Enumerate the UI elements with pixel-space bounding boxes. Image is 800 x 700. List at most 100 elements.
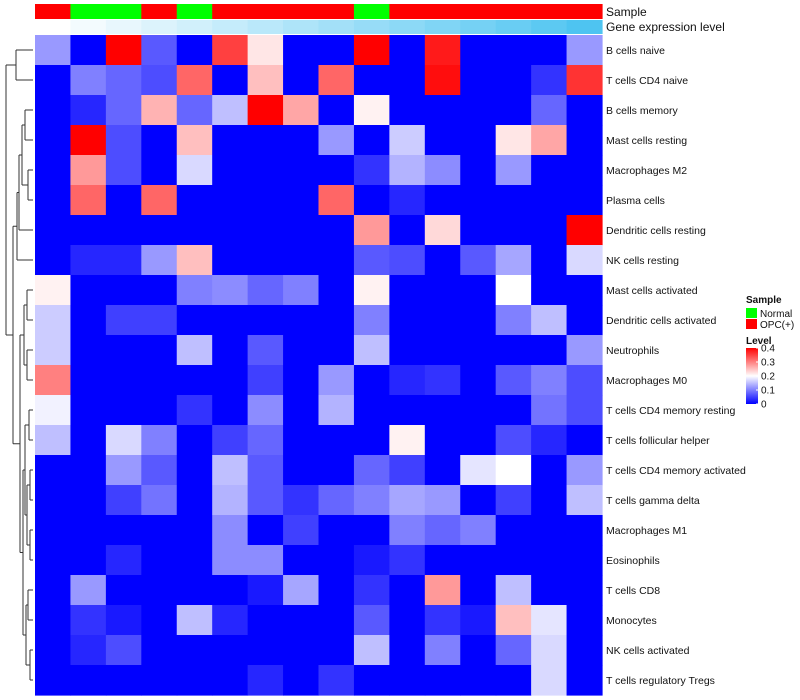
heatmap-cell — [389, 305, 426, 336]
heatmap-cell — [460, 335, 497, 366]
heatmap-cell — [495, 365, 532, 396]
heatmap-cell — [141, 335, 178, 366]
heatmap-cell — [566, 365, 603, 396]
column-annotation-bars — [35, 4, 603, 34]
heatmap-cell — [141, 305, 178, 336]
heatmap-cell — [353, 425, 390, 456]
heatmap-cell — [283, 365, 320, 396]
heatmap-cell — [353, 395, 390, 426]
row-dendrogram — [5, 49, 33, 681]
heatmap-cell — [35, 365, 72, 396]
heatmap-cell — [424, 575, 461, 606]
heatmap-cell — [353, 545, 390, 576]
sample-annotation-cell — [531, 4, 568, 19]
heatmap-cell — [424, 275, 461, 306]
heatmap-cell — [531, 305, 568, 336]
heatmap-cell — [531, 155, 568, 186]
heatmap-cell — [105, 275, 142, 306]
heatmap-cell — [566, 545, 603, 576]
heatmap-cell — [70, 125, 107, 156]
heatmap-cell — [247, 665, 284, 696]
row-label: Dendritic cells activated — [606, 315, 716, 327]
heatmap-cell — [531, 35, 568, 66]
heatmap-cell — [318, 605, 355, 636]
heatmap-cell — [460, 185, 497, 216]
heatmap-cell — [318, 95, 355, 126]
heatmap-cell — [531, 245, 568, 276]
heatmap-cell — [531, 455, 568, 486]
heatmap-cell — [389, 605, 426, 636]
heatmap-cell — [247, 245, 284, 276]
heatmap-cell — [353, 185, 390, 216]
heatmap-cell — [353, 215, 390, 246]
heatmap-cell — [566, 485, 603, 516]
heatmap-cell — [424, 425, 461, 456]
heatmap-cell — [35, 395, 72, 426]
heatmap-cell — [460, 305, 497, 336]
heatmap-cell — [247, 605, 284, 636]
heatmap-cell — [495, 95, 532, 126]
heatmap-cell — [105, 575, 142, 606]
heatmap-cell — [424, 395, 461, 426]
heatmap-cell — [176, 245, 213, 276]
heatmap-cell — [460, 545, 497, 576]
legend-sample-label: OPC(+) — [760, 320, 794, 331]
heatmap-cell — [283, 185, 320, 216]
heatmap-cell — [283, 635, 320, 666]
heatmap-cell — [176, 275, 213, 306]
row-label: T cells CD4 memory resting — [606, 405, 735, 417]
heatmap-cell — [247, 155, 284, 186]
row-label: Eosinophils — [606, 555, 660, 567]
heatmap-cell — [566, 35, 603, 66]
heatmap-cell — [495, 245, 532, 276]
heatmap-cell — [353, 245, 390, 276]
heatmap-cell — [353, 455, 390, 486]
heatmap-cell — [176, 365, 213, 396]
heatmap-cell — [141, 455, 178, 486]
heatmap-cell — [70, 365, 107, 396]
row-label: NK cells resting — [606, 255, 679, 267]
heatmap-cell — [566, 575, 603, 606]
expression-annotation-cell — [389, 20, 426, 34]
row-label: T cells CD8 — [606, 585, 660, 597]
heatmap-cell — [353, 485, 390, 516]
sample-annotation-cell — [35, 4, 72, 19]
heatmap-cell — [531, 485, 568, 516]
annotation-label-sample: Sample — [606, 5, 647, 19]
heatmap-cell — [318, 485, 355, 516]
heatmap-cell — [70, 605, 107, 636]
heatmap-cell — [212, 455, 249, 486]
heatmap-cell — [105, 455, 142, 486]
expression-annotation-cell — [70, 20, 107, 34]
heatmap-cell — [212, 545, 249, 576]
heatmap-cell — [460, 215, 497, 246]
heatmap-cell — [424, 365, 461, 396]
heatmap-cell — [105, 305, 142, 336]
heatmap-cell — [283, 155, 320, 186]
heatmap-cell — [247, 65, 284, 96]
expression-annotation-cell — [141, 20, 178, 34]
heatmap-cell — [424, 635, 461, 666]
heatmap-cell — [105, 395, 142, 426]
heatmap-cell — [141, 485, 178, 516]
heatmap-cell — [318, 395, 355, 426]
heatmap-cell — [70, 65, 107, 96]
heatmap-cell — [495, 275, 532, 306]
heatmap-cell — [318, 125, 355, 156]
heatmap-cell — [389, 95, 426, 126]
heatmap-cell — [424, 125, 461, 156]
heatmap-cell — [318, 215, 355, 246]
heatmap-cell — [495, 515, 532, 546]
heatmap-cell — [460, 575, 497, 606]
heatmap-cell — [176, 35, 213, 66]
heatmap-cell — [212, 275, 249, 306]
heatmap-cell — [460, 395, 497, 426]
expression-annotation-cell — [212, 20, 249, 34]
heatmap-cell — [495, 605, 532, 636]
heatmap-cell — [141, 605, 178, 636]
heatmap-cell — [318, 185, 355, 216]
heatmap-cell — [389, 455, 426, 486]
legend-tick-label: 0.3 — [761, 358, 775, 369]
heatmap-cell — [176, 95, 213, 126]
heatmap-cell — [141, 215, 178, 246]
